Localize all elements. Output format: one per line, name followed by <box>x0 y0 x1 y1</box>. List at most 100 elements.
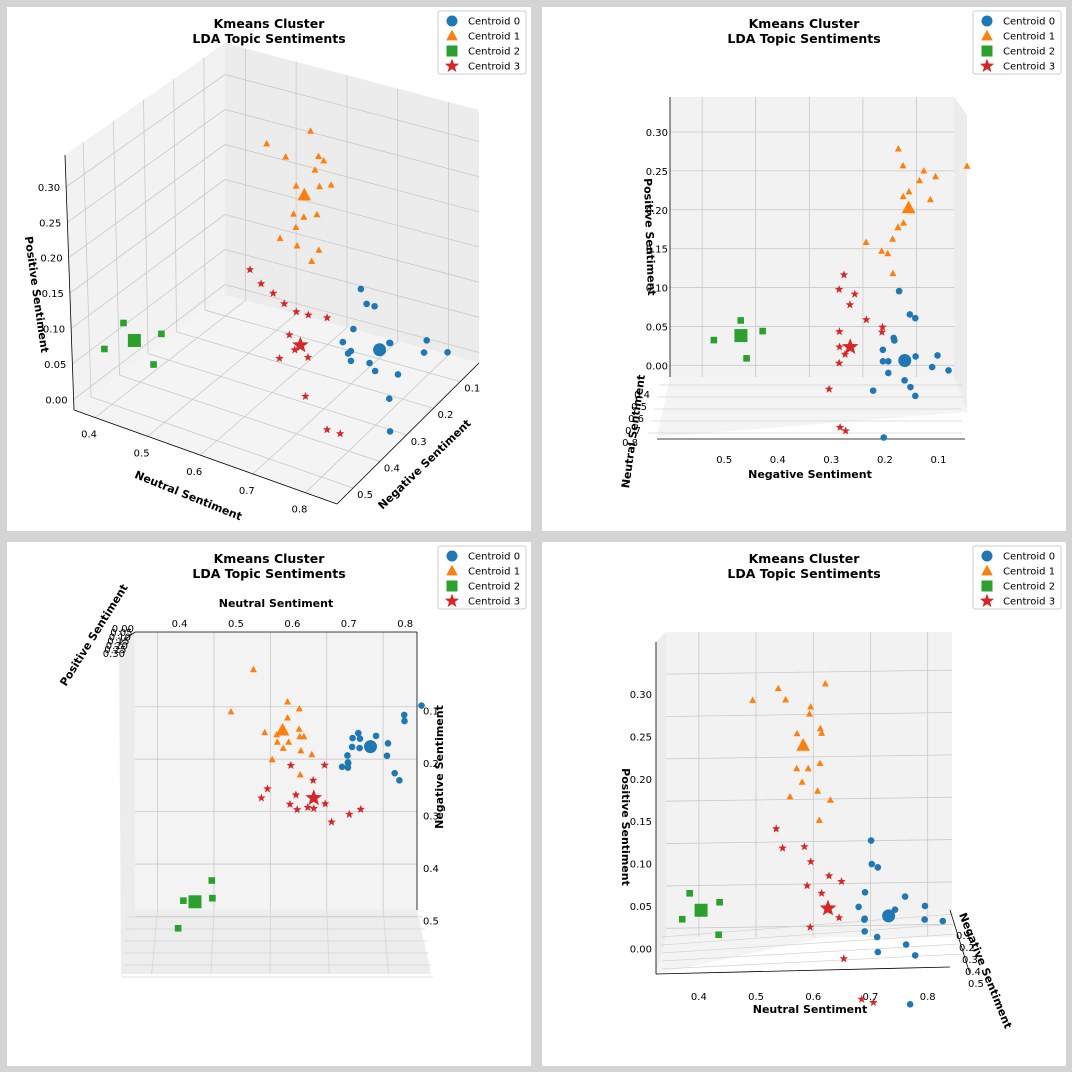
data-point <box>814 787 822 794</box>
grid-line <box>70 214 226 329</box>
centroid-marker <box>275 722 290 736</box>
data-point <box>303 802 312 811</box>
data-point <box>150 361 157 368</box>
grid-line <box>90 396 354 489</box>
x-tick-label: 0.4 <box>172 619 188 630</box>
x-tick-label: 0.7 <box>341 619 357 630</box>
data-point <box>339 338 347 346</box>
data-point <box>371 367 379 375</box>
data-point <box>895 287 903 295</box>
data-point <box>900 219 907 226</box>
y-tick-label: 0.2 <box>959 943 975 954</box>
data-point <box>320 157 328 164</box>
data-point <box>837 877 846 886</box>
data-point <box>759 327 766 335</box>
data-point <box>282 153 290 160</box>
data-point <box>874 948 882 956</box>
data-point <box>245 265 255 274</box>
data-point <box>921 916 928 923</box>
data-point <box>963 162 971 169</box>
grid-line <box>112 121 120 376</box>
y-tick-label: 0.6 <box>628 414 644 425</box>
legend-marker <box>446 15 458 27</box>
data-point <box>877 327 887 336</box>
grid <box>65 48 480 494</box>
grid-line <box>326 909 330 975</box>
y-tick-label: 0.8 <box>622 438 638 449</box>
grid-line <box>176 331 434 409</box>
data-point <box>338 763 346 771</box>
data-point <box>356 744 363 752</box>
data-point <box>878 322 887 331</box>
legend-marker <box>446 550 458 562</box>
data-point <box>348 743 356 751</box>
data-point <box>885 358 892 365</box>
data-point <box>158 330 165 338</box>
grid-line <box>224 109 480 178</box>
grid-line <box>210 909 215 975</box>
data-point <box>841 426 850 435</box>
data-point <box>276 234 284 241</box>
data-point <box>257 793 266 802</box>
grid-line <box>67 109 226 223</box>
data-point <box>263 139 271 147</box>
data-point <box>835 342 844 351</box>
centroid-marker <box>901 200 916 214</box>
data-point <box>782 696 790 703</box>
centroid-marker <box>188 895 202 909</box>
data-point <box>308 750 316 758</box>
data-point <box>349 734 356 742</box>
data-point <box>824 871 834 880</box>
y-tick-label: 0.1 <box>423 707 439 718</box>
data-point <box>400 711 408 719</box>
centroid-marker <box>292 336 309 353</box>
data-point <box>263 784 272 793</box>
legend-label: Centroid 0 <box>468 552 520 563</box>
y-tick-label: 0.5 <box>631 402 647 413</box>
data-point <box>322 425 332 434</box>
data-point <box>928 363 936 371</box>
x-tick-label: 0.6 <box>186 467 202 478</box>
data-point <box>855 903 862 911</box>
legend-label: Centroid 2 <box>1003 582 1055 593</box>
data-point <box>879 358 887 365</box>
data-point <box>313 210 321 218</box>
z-tick-label: 0.15 <box>630 817 652 828</box>
data-point <box>327 181 335 188</box>
data-point <box>372 732 380 740</box>
data-point <box>911 392 919 400</box>
data-point <box>884 249 892 257</box>
y-tick-label: 0.4 <box>634 390 650 401</box>
z-tick-label: 0.20 <box>40 254 62 265</box>
legend-label: Centroid 1 <box>468 567 520 578</box>
legend-label: Centroid 3 <box>1003 62 1055 73</box>
data-point <box>749 696 757 703</box>
grid-line <box>73 284 226 400</box>
chart-subtitle: LDA Topic Sentiments <box>192 31 345 46</box>
grid-line <box>203 57 206 311</box>
data-point <box>939 917 947 925</box>
centroid-marker <box>882 909 896 923</box>
legend-frame <box>972 545 1062 610</box>
data-point <box>921 902 929 910</box>
data-point <box>386 339 394 347</box>
z-tick-label: 0.30 <box>646 128 668 139</box>
data-point <box>366 359 373 367</box>
z-tick-label: 0.00 <box>630 944 652 955</box>
grid-line <box>305 354 449 494</box>
data-point <box>301 391 310 400</box>
side-wall <box>656 632 666 974</box>
data-point <box>292 805 302 814</box>
floor-pane <box>656 910 952 974</box>
x-tick-label: 0.7 <box>863 992 879 1003</box>
grid-line <box>147 353 407 436</box>
data-point <box>268 755 276 763</box>
grid-line <box>665 839 953 844</box>
data-point <box>321 799 330 808</box>
y-tick-label: 0.5 <box>423 917 439 928</box>
data-points <box>678 680 947 1008</box>
data-point <box>826 796 834 803</box>
legend-label: Centroid 1 <box>1003 567 1055 578</box>
grid-line <box>224 144 480 213</box>
data-point <box>347 357 355 365</box>
